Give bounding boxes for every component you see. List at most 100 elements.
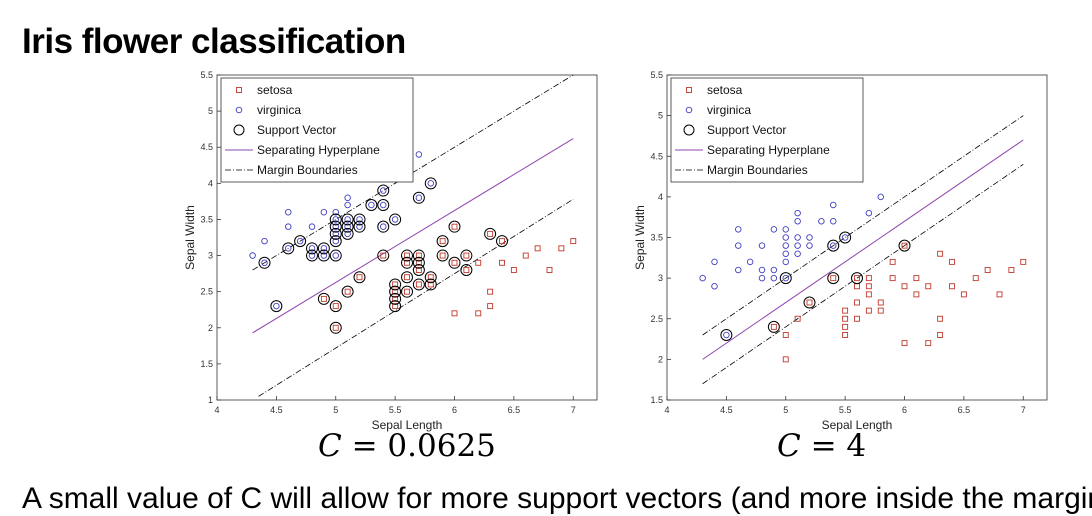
y-tick-label: 1.5 (650, 395, 663, 405)
support-vector-point (827, 239, 840, 252)
virginica-point (794, 250, 801, 257)
virginica-point (782, 226, 789, 233)
support-vector-point (496, 235, 508, 248)
legend-setosa-marker (236, 87, 242, 93)
support-vector-point (460, 249, 473, 262)
setosa-point (463, 252, 470, 259)
setosa-point (889, 275, 896, 282)
virginica-point (332, 223, 339, 230)
setosa-point (865, 291, 872, 298)
support-vector-point (377, 199, 390, 211)
setosa-point (865, 283, 872, 290)
setosa-point (546, 267, 553, 273)
setosa-point (865, 307, 872, 314)
setosa-point (913, 291, 920, 298)
setosa-point (451, 310, 458, 317)
setosa-point (901, 340, 908, 347)
virginica-point (273, 302, 280, 310)
virginica-point (379, 201, 387, 209)
virginica-point (284, 208, 292, 216)
support-vector-point (282, 242, 295, 255)
setosa-point (320, 295, 327, 302)
setosa-point (937, 250, 944, 257)
virginica-point (782, 258, 789, 266)
support-vector-point (448, 220, 461, 233)
setosa-point (937, 332, 944, 338)
x-tick-label: 5 (333, 405, 338, 415)
y-tick-label: 2.5 (200, 287, 213, 297)
setosa-point (392, 281, 399, 288)
support-vector-point (353, 213, 366, 226)
support-vector-point (329, 227, 342, 240)
setosa-point (427, 274, 434, 281)
support-vector-point (389, 292, 402, 305)
x-tick-label: 6 (902, 405, 907, 415)
setosa-point (854, 299, 860, 306)
virginica-point (782, 250, 789, 257)
support-vector-point (353, 271, 366, 284)
virginica-point (794, 217, 801, 225)
setosa-point (842, 323, 849, 330)
setosa-point (487, 288, 494, 295)
y-axis-label: Sepal Width (183, 205, 197, 270)
virginica-point (711, 258, 718, 266)
virginica-point (379, 223, 387, 230)
support-vector-point (341, 285, 354, 298)
support-vector-point (424, 278, 437, 291)
virginica-point (320, 208, 328, 216)
setosa-point (889, 258, 896, 265)
support-vector-point (329, 300, 342, 313)
setosa-point (415, 267, 422, 273)
virginica-point (758, 266, 766, 274)
x-tick-label: 4 (214, 405, 219, 415)
support-vector-point (317, 249, 330, 262)
setosa-point (510, 267, 517, 273)
y-tick-label: 2.5 (650, 314, 663, 324)
setosa-point (865, 275, 872, 282)
support-vector-point (401, 285, 413, 298)
setosa-point (854, 275, 860, 282)
setosa-point (439, 238, 446, 245)
support-vector-point (767, 320, 780, 333)
setosa-point (830, 275, 837, 282)
setosa-point (925, 283, 932, 290)
setosa-point (404, 274, 410, 281)
support-vector-point (839, 231, 852, 244)
setosa-point (782, 332, 789, 338)
y-tick-label: 4 (658, 192, 663, 202)
support-vector-point (329, 235, 342, 248)
setosa-point (925, 340, 932, 347)
setosa-point (877, 299, 884, 306)
support-vector-point (377, 249, 390, 262)
separating-hyperplane-line (702, 139, 1024, 360)
support-vector-point (389, 285, 402, 298)
virginica-point (877, 193, 884, 201)
virginica-point (841, 234, 849, 241)
legend-setosa-marker (686, 87, 692, 93)
virginica-point (308, 223, 316, 230)
virginica-point (356, 223, 363, 230)
setosa-point (439, 252, 446, 259)
support-vector-point (353, 220, 366, 233)
legend-support-marker (233, 124, 245, 136)
virginica-point (782, 234, 789, 241)
support-vector-point (851, 272, 863, 285)
legend-label: setosa (707, 83, 743, 97)
c-value-label-right: C = 4 (777, 428, 867, 464)
x-tick-label: 5.5 (389, 405, 402, 415)
virginica-point (794, 209, 801, 217)
virginica-point (284, 245, 292, 252)
setosa-point (842, 307, 849, 314)
legend-virginica-marker (685, 106, 693, 114)
y-tick-label: 5 (658, 111, 663, 121)
plot-content (699, 115, 1027, 385)
virginica-point (261, 259, 268, 267)
support-vector-point (436, 249, 449, 262)
support-vector-point (365, 199, 378, 211)
virginica-point (806, 242, 813, 249)
setosa-point (854, 315, 860, 322)
setosa-point (499, 238, 505, 245)
support-vector-point (306, 242, 318, 255)
support-vector-point (258, 256, 271, 269)
setosa-point (534, 245, 541, 252)
